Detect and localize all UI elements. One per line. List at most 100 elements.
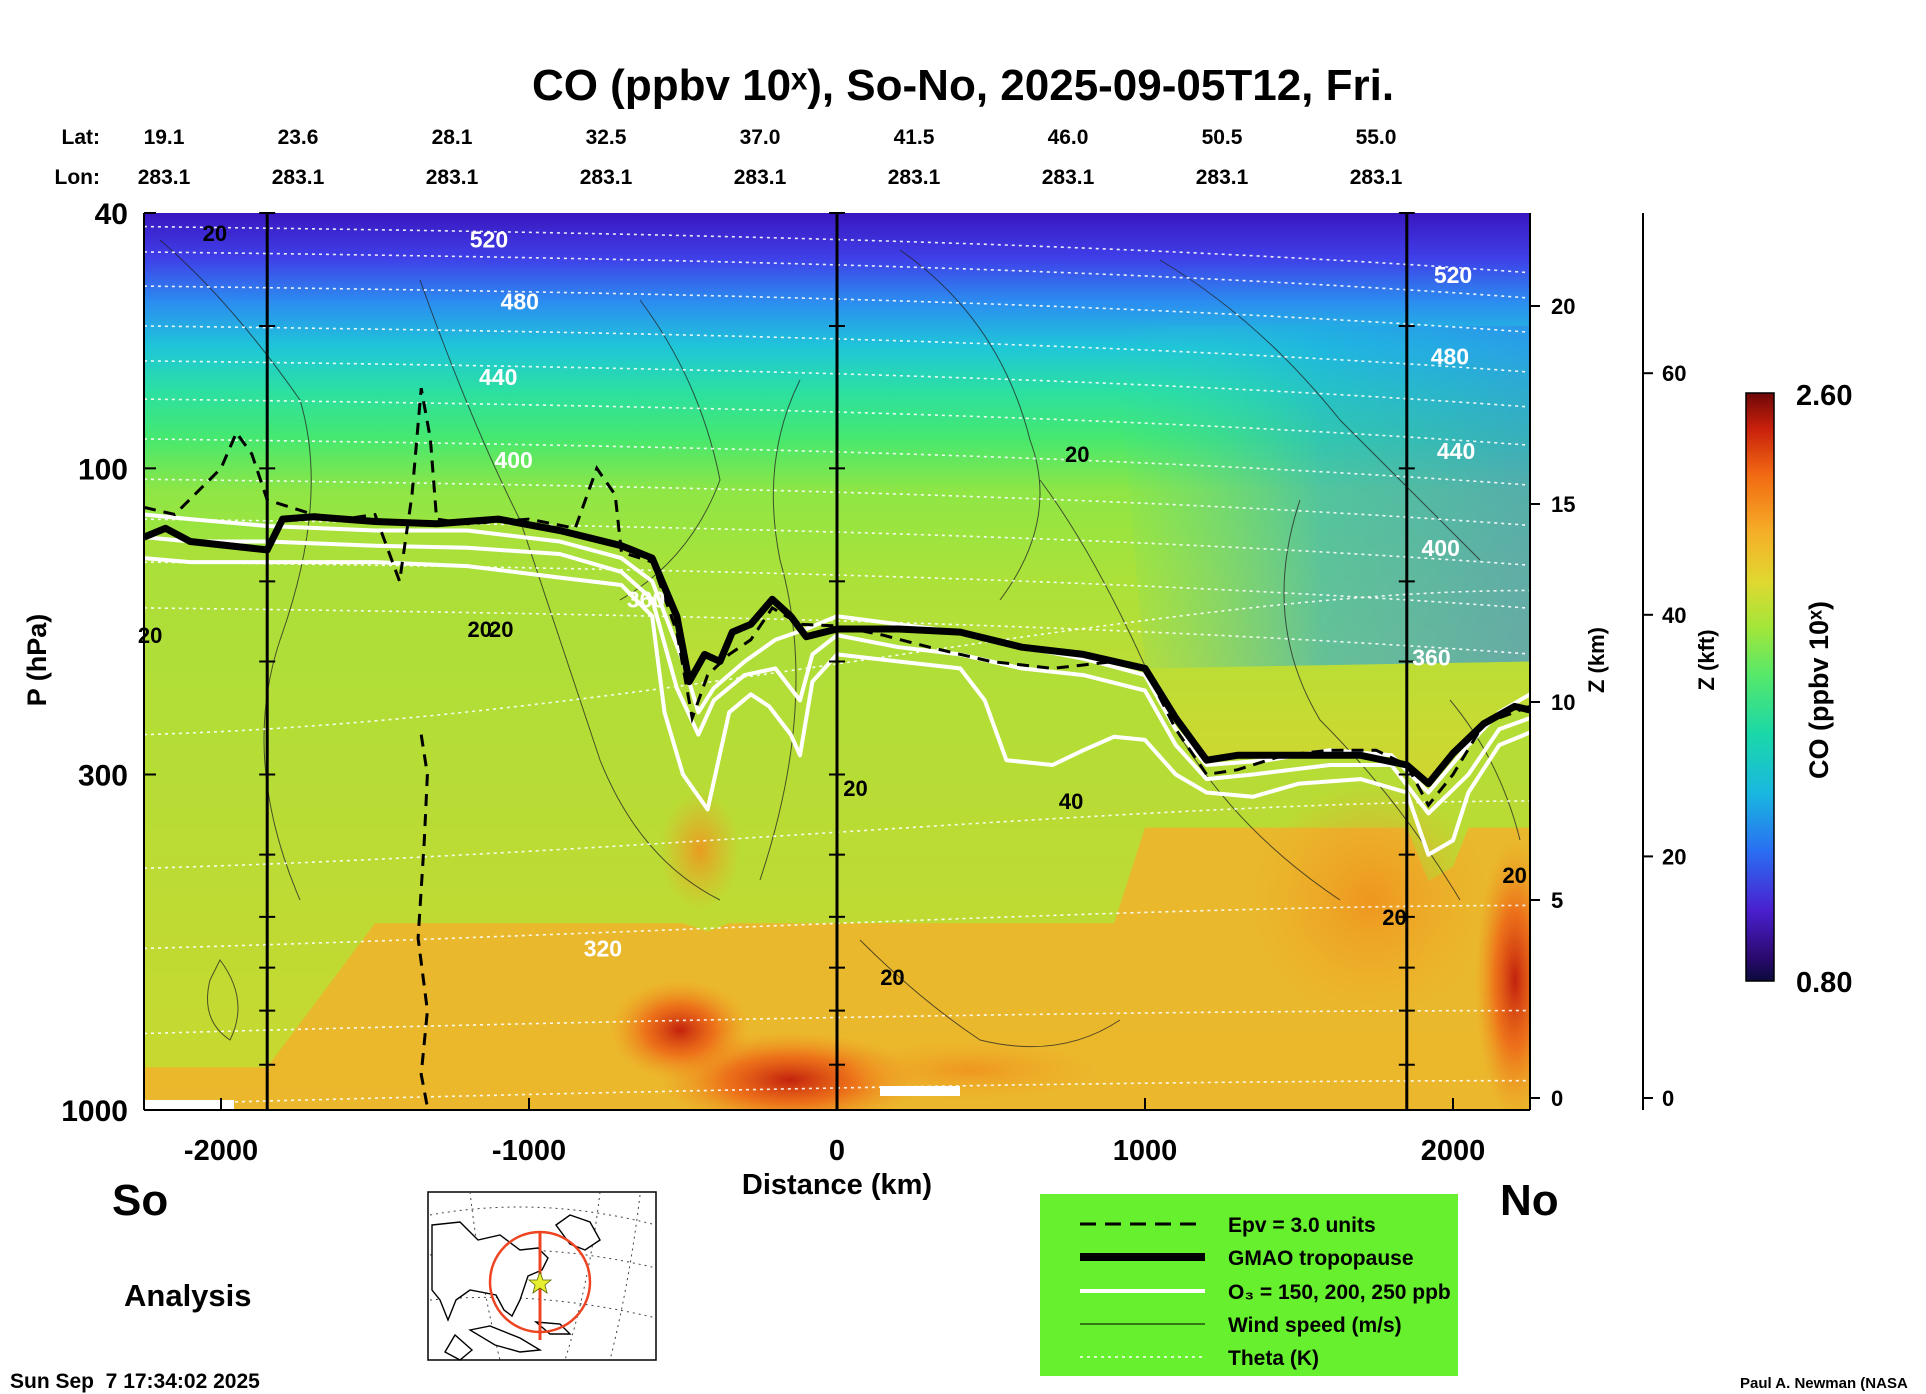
legend-o3-label: O₃ = 150, 200, 250 ppb (1228, 1281, 1451, 1304)
x-tick-label: 0 (829, 1135, 845, 1167)
x-tick-label: -1000 (492, 1135, 566, 1167)
lat-value: 37.0 (740, 126, 781, 149)
theta-label: 480 (501, 289, 539, 315)
theta-label: 360 (1412, 644, 1450, 670)
x-tick-label: 2000 (1421, 1135, 1486, 1167)
theta-label: 400 (1421, 535, 1459, 561)
tropopause-line-group (144, 513, 1530, 788)
epv-contours (144, 387, 1530, 1108)
theta-label: 320 (584, 935, 622, 961)
lat-label: Lat: (62, 126, 101, 149)
colorbar: 2.60 0.80 CO (ppbv 10ˣ) (1745, 380, 1852, 999)
wind-speed-label: 20 (489, 617, 513, 642)
wind-speed-contour (159, 239, 312, 901)
inset-map (427, 1191, 657, 1361)
wind-speed-label: 20 (880, 965, 904, 990)
z-km-tick-label: 10 (1551, 690, 1575, 715)
wind-speed-contour (1449, 699, 1521, 841)
ozone-contour-250 (144, 556, 1530, 857)
lat-value: 28.1 (432, 126, 473, 149)
north-label: No (1500, 1176, 1559, 1225)
theta-label: 520 (470, 227, 508, 253)
z-kft-tick-label: 20 (1662, 844, 1686, 869)
theta-label: 480 (1431, 344, 1469, 370)
pressure-tick-label: 1000 (61, 1095, 128, 1128)
wind-speed-label: 20 (1502, 863, 1526, 888)
wind-speed-label: 40 (1059, 789, 1083, 814)
z-kft-axis-label: Z (kft) (1694, 629, 1719, 690)
z-kft-tick-label: 60 (1662, 361, 1686, 386)
pressure-tick-label: 300 (78, 759, 128, 792)
lat-value: 32.5 (586, 126, 627, 149)
theta-contour (144, 1009, 1530, 1035)
ozone-contour-200 (144, 535, 1530, 816)
theta-label: 360 (627, 586, 665, 612)
legend-wind-label: Wind speed (m/s) (1228, 1314, 1402, 1337)
lon-value: 283.1 (426, 166, 479, 189)
wind-speed-contour (419, 279, 721, 901)
pressure-axis-ticks: 40 100 300 1000 (61, 198, 156, 1128)
theta-contour (144, 904, 1530, 950)
legend-epv-label: Epv = 3.0 units (1228, 1214, 1376, 1237)
y-axis-label: P (hPa) (22, 614, 52, 707)
pressure-tick-label: 40 (95, 198, 128, 231)
z-kft-tick-label: 0 (1662, 1086, 1674, 1111)
theta-contour (144, 800, 1530, 870)
co-hotspot-mid (610, 980, 750, 1080)
colorbar-gradient (1745, 392, 1775, 982)
south-label: So (112, 1176, 168, 1225)
lon-value: 283.1 (1042, 166, 1095, 189)
lat-value: 41.5 (894, 126, 935, 149)
wind-speed-contour (1283, 499, 1461, 901)
lon-label: Lon: (55, 166, 100, 189)
colorbar-max-label: 2.60 (1796, 380, 1852, 412)
ground-mask-2 (144, 1100, 234, 1110)
wind-speed-contour (619, 299, 721, 601)
x-axis-ticks: -2000 -1000 0 1000 2000 (184, 1098, 1485, 1167)
legend-tropopause-label: GMAO tropopause (1228, 1247, 1414, 1270)
wind-speed-label: 20 (203, 221, 227, 246)
theta-label: 400 (494, 447, 532, 473)
z-km-axis-label: Z (km) (1584, 627, 1609, 693)
wind-speed-label: 20 (1382, 905, 1406, 930)
analysis-label: Analysis (124, 1278, 252, 1313)
theta-label: 440 (1437, 438, 1475, 464)
lon-value: 283.1 (734, 166, 787, 189)
epv-contour-lower (416, 734, 429, 1108)
lat-value: 19.1 (144, 126, 185, 149)
co-warm-patch-3 (660, 790, 740, 910)
lat-value: 50.5 (1202, 126, 1243, 149)
lon-value: 283.1 (272, 166, 325, 189)
wind-speed-contour (859, 939, 1121, 1048)
z-km-axis-ticks: 0 5 10 15 20 (1530, 294, 1575, 1111)
z-kft-tick-label: 40 (1662, 603, 1686, 628)
x-tick-label: 1000 (1113, 1135, 1178, 1167)
lat-value: 55.0 (1356, 126, 1397, 149)
z-km-tick-label: 20 (1551, 294, 1575, 319)
theta-contour (144, 589, 1530, 736)
pressure-tick-label: 100 (78, 453, 128, 486)
theta-labels: 520 480 440 400 320 520 480 440 400 360 360 (470, 227, 1475, 962)
inset-map-center-star (527, 1270, 553, 1294)
wind-speed-label: 20 (467, 617, 491, 642)
z-kft-axis-ticks: 0 20 40 60 (1643, 361, 1686, 1111)
x-tick-label: -2000 (184, 1135, 258, 1167)
lat-value: 23.6 (278, 126, 319, 149)
wind-speed-contour (207, 959, 239, 1041)
lon-value: 283.1 (1350, 166, 1403, 189)
lon-value: 283.1 (138, 166, 191, 189)
epv-contour (144, 387, 1530, 808)
co-warm-patch-1 (840, 1040, 1100, 1100)
theta-contour (144, 1079, 1530, 1106)
z-km-tick-label: 0 (1551, 1086, 1563, 1111)
wind-speed-label: 20 (843, 776, 867, 801)
theta-label: 440 (479, 364, 517, 390)
wind-speed-contour (759, 379, 801, 881)
co-field-north-low-region (1114, 325, 1530, 669)
timestamp: Sun Sep 7 17:34:02 2025 (10, 1370, 260, 1393)
lon-value: 283.1 (888, 166, 941, 189)
lon-value: 283.1 (580, 166, 633, 189)
colorbar-title: CO (ppbv 10ˣ) (1804, 601, 1834, 779)
